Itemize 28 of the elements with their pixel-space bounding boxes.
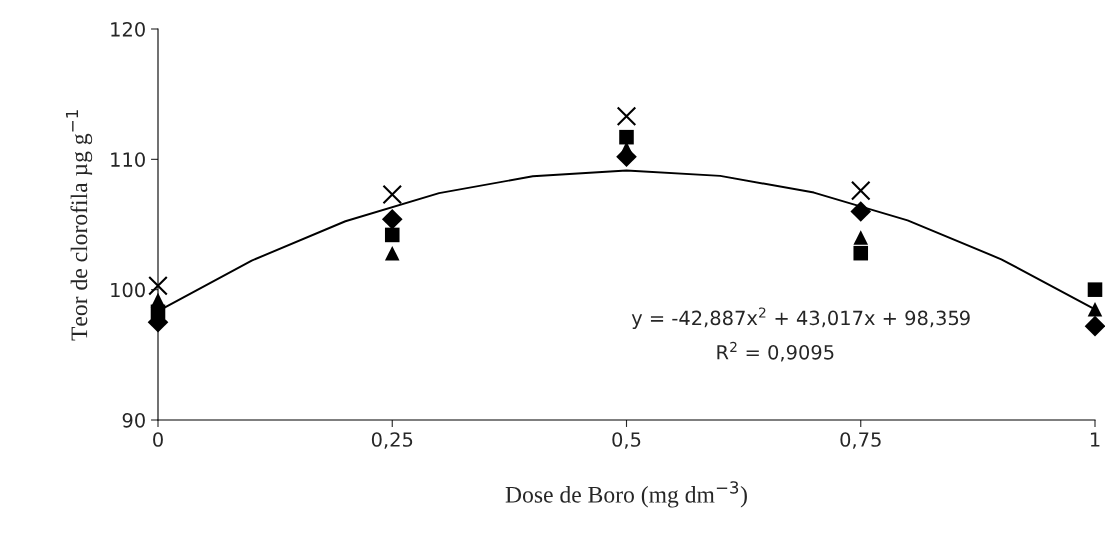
point — [616, 106, 637, 127]
x-tick-label: 1 — [1090, 432, 1100, 447]
x-tick-label: 0,25 — [371, 432, 413, 449]
point — [384, 227, 400, 243]
y-tick-label: 100 — [111, 282, 145, 298]
point — [148, 275, 168, 296]
annotation: y = -42,887x$^{2}$ + 43,017x + 98,359 — [631, 307, 970, 330]
point — [382, 184, 403, 205]
y-tick-label: 90 — [122, 412, 145, 428]
x-axis-title: Dose de Boro (mg dm$^{−3}$) — [505, 481, 747, 508]
point — [850, 201, 872, 222]
annotation: R$^{2}$ = 0,9095 — [717, 341, 834, 362]
point — [1084, 315, 1105, 337]
x-tick-label: 0,75 — [840, 432, 881, 449]
point — [384, 245, 400, 261]
point — [150, 292, 166, 308]
point — [381, 208, 403, 230]
x-tick-label: 0 — [153, 432, 163, 447]
y-axis-title: Teor de clorofila µg g$^{−1}$ — [65, 110, 93, 341]
point — [1087, 282, 1103, 297]
point — [853, 230, 869, 245]
point — [850, 180, 871, 201]
y-tick-label: 110 — [111, 152, 145, 167]
y-tick-label: 120 — [111, 21, 145, 37]
point — [619, 129, 634, 145]
x-tick-label: 0,5 — [612, 432, 641, 449]
point — [853, 245, 869, 261]
point — [1087, 301, 1103, 317]
